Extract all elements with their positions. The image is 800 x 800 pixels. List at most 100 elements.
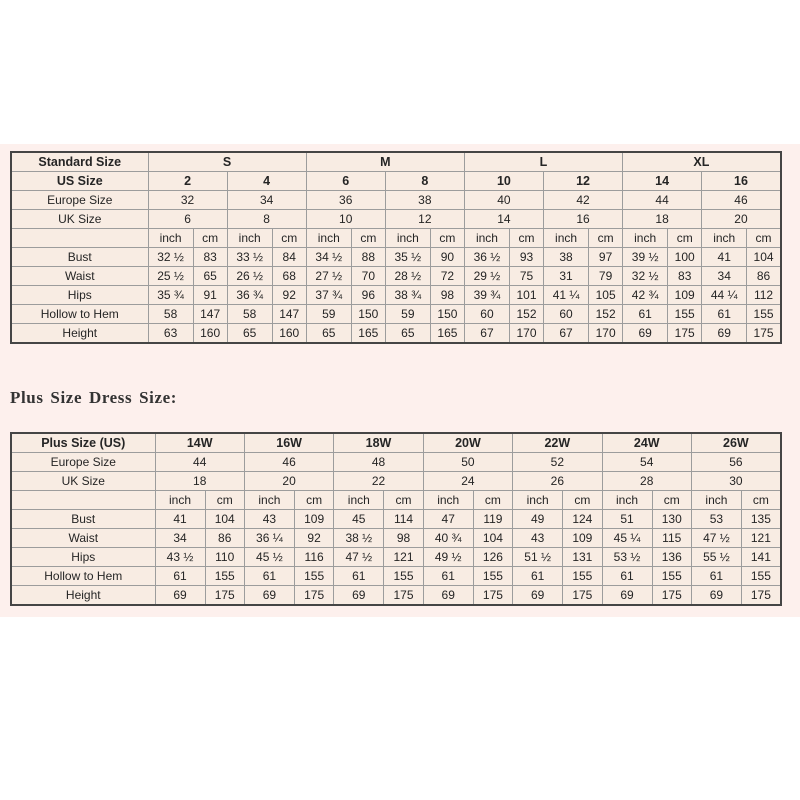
value-cell: S [147,151,307,172]
value-cell: 90 [429,247,465,267]
value-cell: 24 [422,471,514,491]
value-cell: 170 [509,323,544,344]
europe-size-row: Europe Size 32 34 36 38 40 42 44 46 [10,190,782,210]
value-cell: cm [588,228,624,248]
value-cell: inch [243,490,295,510]
value-cell: 16 [701,171,782,191]
value-cell: 175 [562,585,603,606]
value-cell: 98 [383,528,424,548]
value-cell: 52 [512,452,603,472]
value-cell: 175 [293,585,335,606]
value-cell: 83 [192,247,228,267]
value-cell: 69 [512,585,564,606]
value-cell: 28 ½ [384,266,431,286]
value-cell: 150 [429,304,465,324]
value-cell: 56 [690,452,782,472]
value-cell: cm [192,228,228,248]
value-cell: 34 [154,528,206,548]
value-cell: cm [429,228,465,248]
value-cell: 155 [746,304,782,324]
value-cell: 61 [622,304,669,324]
value-cell: 69 [622,323,669,344]
value-cell: 109 [293,509,335,529]
value-cell: 165 [429,323,465,344]
value-cell: 65 [384,323,431,344]
value-cell: 41 ¼ [542,285,590,305]
value-cell: 114 [383,509,424,529]
value-cell: 155 [740,566,782,586]
value-cell: cm [667,228,703,248]
uk-size-row: UK Size 18 20 22 24 26 28 30 [10,471,782,491]
value-cell: 30 [690,471,782,491]
value-cell: 58 [226,304,273,324]
value-cell: 8 [226,209,307,229]
value-cell: 155 [293,566,335,586]
value-cell: 61 [690,566,742,586]
value-cell: 112 [746,285,782,305]
value-cell: inch [690,490,742,510]
value-cell: 8 [384,171,465,191]
value-cell: 152 [509,304,544,324]
value-cell: inch [333,490,385,510]
value-cell: 53 [690,509,742,529]
value-cell: 61 [243,566,295,586]
value-cell: 31 [542,266,590,286]
row-label: US Size [10,171,149,191]
value-cell: 14 [622,171,703,191]
value-cell: 75 [509,266,544,286]
value-cell: cm [472,490,514,510]
value-cell: inch [601,490,653,510]
value-cell: inch [147,228,194,248]
value-cell: 41 [701,247,748,267]
value-cell: 92 [293,528,335,548]
value-cell: 69 [701,323,748,344]
value-cell: 116 [293,547,335,567]
value-cell: 69 [601,585,653,606]
value-cell: 121 [383,547,424,567]
value-cell: 175 [746,323,782,344]
value-cell: 155 [383,566,424,586]
value-cell: 43 ½ [154,547,206,567]
unit-row: inch cm inch cm inch cm inch cm inch cm inch cm inch… [10,490,782,510]
row-label: Hips [10,547,156,567]
value-cell: 160 [192,323,228,344]
plus-size-table: Plus Size (US) 14W 16W 18W 20W 22W 24W 26W Europ… [10,432,782,606]
value-cell: 39 ¾ [463,285,511,305]
value-cell: 105 [588,285,624,305]
value-cell: 55 ½ [690,547,742,567]
plus-size-heading: Plus Size Dress Size: [10,388,178,407]
value-cell: 32 ½ [147,247,194,267]
value-cell: 2 [147,171,228,191]
measure-row: Bust 41 104 43 109 45 114 47 119 49 124 51 130 53 135 [10,509,782,529]
value-cell: 42 [542,190,624,210]
value-cell: 155 [667,304,703,324]
value-cell: 69 [422,585,474,606]
value-cell: 10 [463,171,544,191]
value-cell: 14W [154,432,245,453]
value-cell: 109 [562,528,603,548]
value-cell: 49 [512,509,564,529]
value-cell: 65 [192,266,228,286]
value-cell: 49 ½ [422,547,474,567]
value-cell: inch [542,228,590,248]
value-cell: 72 [429,266,465,286]
measure-row: Height 69 175 69 175 69 175 69 175 69 175 69 175 69 17… [10,585,782,606]
value-cell: 175 [740,585,782,606]
measure-row: Waist 25 ½ 65 26 ½ 68 27 ½ 70 28 ½ 72 29 ½ 75 31 79 3… [10,266,782,286]
value-cell: 26 [512,471,603,491]
value-cell: 92 [271,285,307,305]
value-cell: 88 [350,247,386,267]
value-cell: 67 [463,323,511,344]
value-cell: 136 [651,547,692,567]
row-label: Waist [10,266,149,286]
value-cell: cm [204,490,245,510]
value-cell: cm [651,490,692,510]
value-cell: cm [509,228,544,248]
value-cell: 32 ½ [622,266,669,286]
value-cell: 61 [601,566,653,586]
value-cell: 14 [463,209,544,229]
value-cell: L [463,151,624,172]
row-label [10,228,149,248]
value-cell: cm [293,490,335,510]
value-cell: 69 [154,585,206,606]
